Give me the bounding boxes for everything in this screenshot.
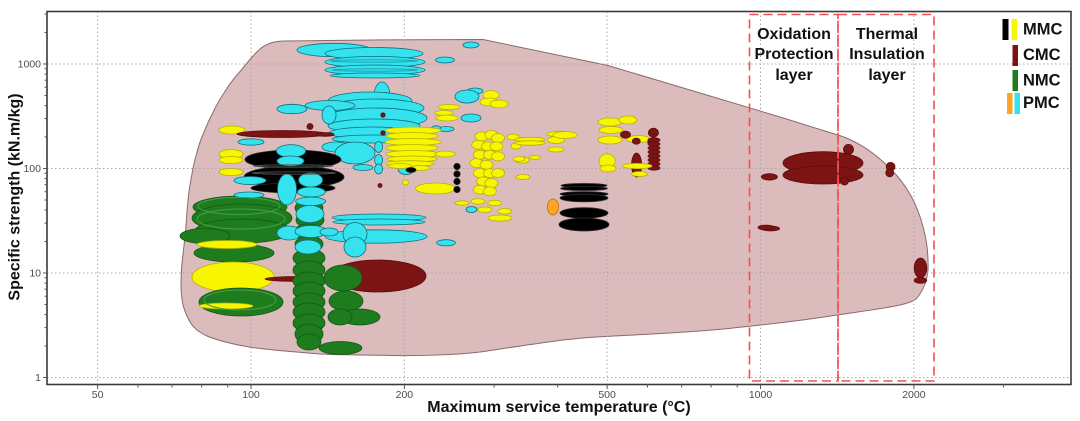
svg-text:100: 100 [242, 389, 260, 401]
svg-text:100: 100 [23, 163, 41, 175]
svg-text:50: 50 [92, 389, 104, 401]
svg-text:2000: 2000 [902, 389, 926, 401]
svg-text:PMC: PMC [1023, 94, 1060, 112]
svg-text:500: 500 [598, 389, 616, 401]
svg-text:200: 200 [396, 389, 414, 401]
svg-text:Specific strength (kN.m/kg): Specific strength (kN.m/kg) [7, 93, 24, 300]
svg-text:Oxidation: Oxidation [757, 26, 831, 43]
svg-text:NMC: NMC [1023, 72, 1061, 90]
svg-text:Insulation: Insulation [849, 46, 925, 63]
svg-text:MMC: MMC [1023, 21, 1062, 39]
svg-text:1000: 1000 [749, 389, 773, 401]
svg-text:Protection: Protection [754, 46, 833, 63]
svg-text:CMC: CMC [1023, 46, 1061, 64]
svg-text:layer: layer [868, 67, 905, 84]
svg-text:Maximum service temperature (°: Maximum service temperature (°C) [427, 399, 690, 416]
svg-text:Thermal: Thermal [856, 26, 918, 43]
svg-text:1: 1 [35, 372, 41, 384]
svg-text:layer: layer [775, 67, 812, 84]
svg-text:10: 10 [29, 268, 41, 280]
svg-text:1000: 1000 [18, 59, 42, 71]
